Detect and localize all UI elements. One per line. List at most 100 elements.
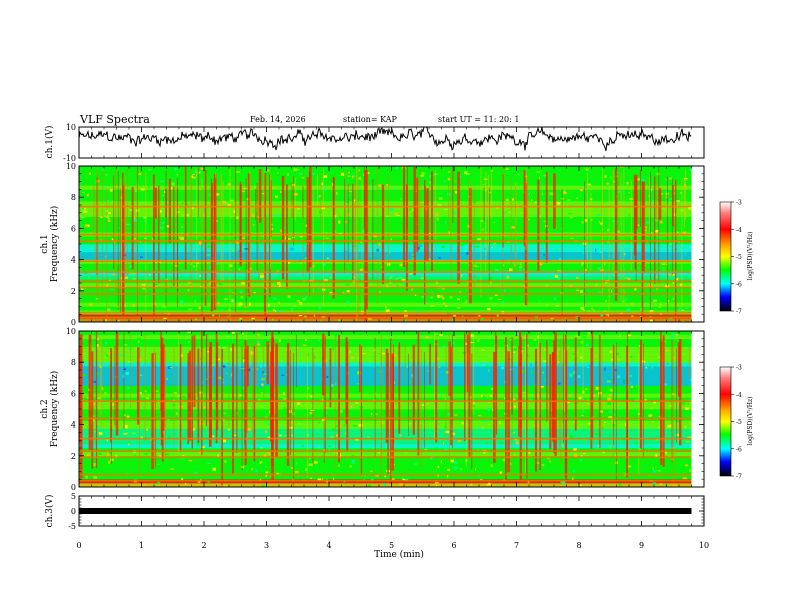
spectrogram-streak: [137, 347, 140, 425]
spectrogram-speckle: [664, 383, 667, 386]
spectrogram-speckle: [256, 340, 260, 344]
spectrogram-speckle: [362, 353, 366, 355]
spectrogram-band: [79, 177, 692, 182]
spectrogram-speckle: [539, 176, 541, 179]
spectrogram-speckle: [681, 401, 686, 405]
spectrogram-speckle: [549, 192, 553, 196]
spectrogram-speckle: [144, 452, 149, 455]
spectrogram-speckle: [232, 434, 237, 436]
spectrogram-speckle: [684, 425, 687, 429]
spectrogram-line: [79, 240, 692, 242]
spectrogram-speckle: [391, 275, 393, 278]
spectrogram-speckle: [421, 404, 425, 406]
spectrogram-speckle: [212, 467, 217, 471]
spectrogram-speckle: [427, 432, 430, 434]
spectrogram-speckle: [599, 250, 603, 253]
y-tick-label: 5: [71, 492, 76, 501]
spectrogram-speckle: [634, 344, 639, 346]
spectrogram-streak: [110, 348, 112, 443]
spectrogram-speckle: [585, 388, 588, 390]
spectrogram-speckle: [140, 256, 143, 258]
spectrogram-speckle: [567, 448, 569, 451]
spectrogram-streak: [201, 331, 203, 455]
spectrogram-speckle: [509, 338, 513, 341]
spectrogram-speckle: [277, 430, 282, 432]
spectrogram-speckle: [351, 459, 355, 463]
spectrogram-speckle: [688, 436, 691, 438]
spectrogram-speckle: [350, 465, 353, 468]
spectrogram-speckle: [617, 271, 619, 275]
spectrogram-speckle: [381, 469, 384, 472]
spectrogram-speckle: [523, 336, 527, 339]
spectrogram-speckle: [170, 285, 174, 288]
spectrogram-speckle: [157, 463, 160, 465]
spectrogram-streak: [179, 343, 182, 451]
spectrogram-speckle: [513, 454, 516, 456]
start-ut-label: start UT = 11: 20: 1: [438, 115, 520, 124]
spectrogram-speckle: [531, 198, 533, 201]
spectrogram-speckle: [438, 366, 441, 368]
spectrogram-speckle: [530, 436, 534, 439]
spectrogram-speckle: [428, 181, 432, 184]
spectrogram-speckle: [239, 317, 243, 320]
colorbar-tick-label: -5: [736, 419, 742, 426]
spectrogram-speckle: [563, 191, 567, 195]
spectrogram-band: [79, 201, 692, 206]
spectrogram-speckle: [573, 469, 576, 473]
spectrogram-speckle: [195, 262, 199, 264]
spectrogram-speckle: [481, 349, 485, 352]
spectrogram-speckle: [677, 439, 680, 442]
spectrogram-streak: [187, 353, 190, 445]
spectrogram-streak: [412, 344, 415, 435]
spectrogram-speckle: [181, 202, 184, 205]
spectrogram-speckle: [649, 319, 654, 322]
spectrogram-speckle: [336, 191, 338, 195]
spectrogram-speckle: [194, 472, 198, 474]
station-label: station= KAP: [343, 115, 397, 124]
x-tick-label: 5: [389, 541, 394, 550]
spectrogram-streak: [332, 177, 335, 299]
spectrogram-speckle: [637, 267, 640, 269]
spectrogram-speckle: [481, 318, 484, 320]
spectrogram-speckle: [238, 319, 241, 322]
spectrogram-speckle: [285, 396, 287, 399]
ch1-waveform-panel: 10-10: [63, 123, 705, 163]
spectrogram-speckle: [107, 219, 111, 222]
spectrogram-speckle: [370, 412, 373, 416]
spectrogram-speckle: [280, 190, 282, 193]
spectrogram-streak: [269, 174, 271, 297]
spectrogram-streak: [361, 179, 363, 315]
spectrogram-speckle: [287, 295, 291, 299]
spectrogram-speckle: [123, 343, 128, 346]
spectrogram-speckle: [512, 346, 516, 350]
spectrogram-speckle: [146, 397, 149, 400]
spectrogram-speckle: [605, 466, 609, 468]
spectrogram-speckle: [625, 277, 628, 279]
spectrogram-speckle: [333, 230, 337, 233]
spectrogram-speckle: [356, 356, 360, 360]
spectrogram-streak: [312, 347, 314, 466]
spectrogram-streak: [546, 340, 548, 422]
spectrogram-speckle: [349, 351, 352, 353]
spectrogram-speckle: [613, 413, 616, 416]
spectrogram-streak: [293, 175, 295, 246]
spectrogram-streak: [654, 176, 656, 284]
spectrogram-streak: [404, 346, 406, 382]
spectrogram-speckle: [284, 236, 287, 240]
spectrogram-speckle: [278, 301, 281, 304]
spectrogram-speckle: [665, 196, 669, 198]
spectrogram-speckle: [108, 352, 112, 355]
spectrogram-speckle: [577, 375, 581, 378]
spectrogram-speckle: [132, 304, 135, 307]
spectrogram-speckle: [653, 400, 657, 404]
spectrogram-band: [79, 362, 692, 367]
spectrogram-streak: [491, 173, 492, 219]
spectrogram-speckle: [227, 428, 230, 431]
spectrogram-speckle: [302, 297, 306, 301]
spectrogram-speckle: [482, 364, 485, 366]
spectrogram-speckle: [627, 334, 632, 337]
spectrogram-speckle: [626, 182, 629, 185]
spectrogram-streak: [364, 170, 367, 322]
spectrogram-speckle: [352, 429, 357, 431]
spectrogram-speckle: [595, 206, 597, 209]
